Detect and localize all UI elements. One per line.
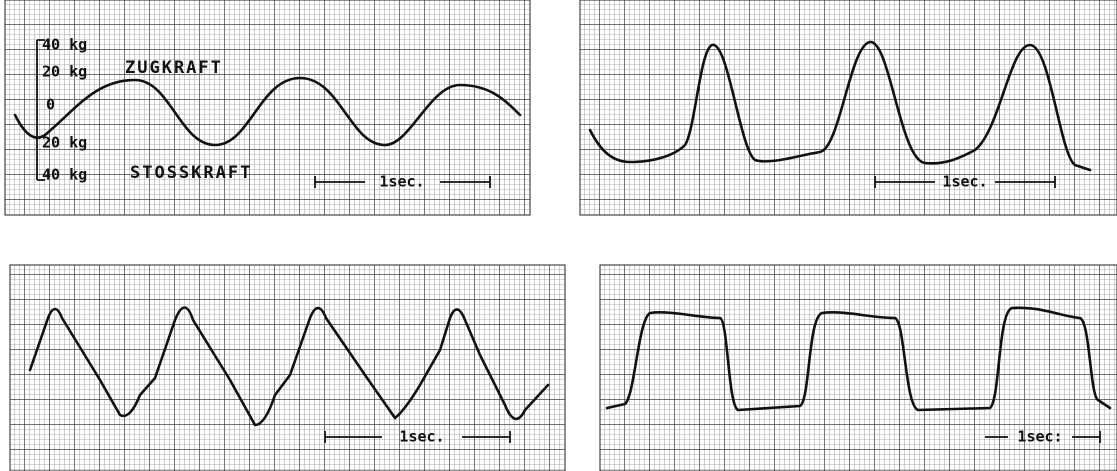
time-bar: [324, 431, 511, 443]
time-label: 1sec.: [379, 173, 424, 191]
time-bar: [874, 176, 1056, 188]
graph-paper: [579, 0, 1117, 216]
panel-bottom-right: 1sec:: [599, 264, 1117, 471]
waveform: [28, 306, 550, 427]
push-label: STOSSKRAFT: [130, 163, 252, 183]
scale-label: 20 kg: [42, 134, 87, 152]
waveform: [588, 40, 1092, 172]
panel-top-left: 40 kg 20 kg 0 20 kg 40 kg ZUGKRAFT STOSS…: [4, 0, 531, 216]
scale-label: 0: [46, 96, 55, 114]
time-label: 1sec.: [942, 173, 987, 191]
waveform: [13, 76, 522, 147]
time-label: 1sec:: [1017, 428, 1062, 446]
panel-bottom-left: 1sec.: [9, 264, 566, 471]
graph-paper: [4, 0, 531, 216]
pull-label: ZUGKRAFT: [125, 58, 223, 78]
time-bar: [314, 176, 491, 188]
scale-label: 40 kg: [42, 36, 87, 54]
scale-bracket: [36, 39, 45, 181]
scale-label: 40 kg: [42, 166, 87, 184]
scale-label: 20 kg: [42, 63, 87, 81]
panel-top-right: 1sec.: [579, 0, 1117, 216]
graph-paper: [599, 264, 1117, 471]
waveform: [605, 306, 1112, 412]
time-bar: [985, 431, 1101, 443]
time-label: 1sec.: [399, 428, 444, 446]
